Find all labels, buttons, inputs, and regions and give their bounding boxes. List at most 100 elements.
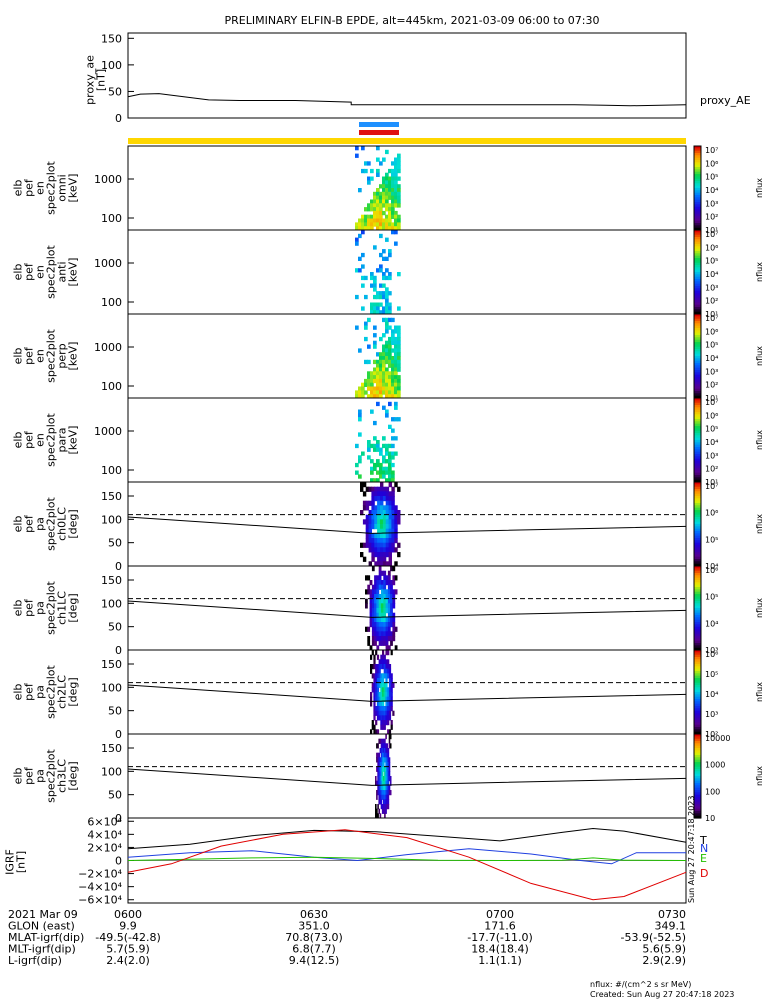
pitch-cell (384, 766, 386, 772)
pitch-cell (380, 505, 384, 511)
pitch-ytick-label: 50 (108, 621, 122, 634)
pitch-cell (380, 804, 383, 810)
colorbar-segment (694, 300, 701, 303)
colorbar-tick-label: 10⁴ (705, 619, 718, 628)
spectrogram-cell (391, 317, 395, 323)
pitch-cell (376, 752, 378, 758)
energy-panel-frame (127, 397, 687, 483)
spectrogram-cell (394, 390, 398, 395)
pitch-cell (381, 771, 384, 777)
colorbar-segment (694, 430, 701, 434)
pitch-ytick-label: 0 (115, 812, 122, 825)
spectrogram-cell (394, 230, 398, 235)
spectrogram-cell (382, 272, 386, 277)
spectrogram-cell (376, 203, 380, 208)
pitch-cell (380, 710, 383, 716)
colorbar-tick-label: 10¹ (705, 478, 718, 487)
spectrogram-cell (391, 417, 395, 422)
spectrogram-cell (391, 478, 395, 483)
colorbar-segment (694, 353, 701, 357)
pitch-cell (376, 608, 380, 614)
colorbar-segment (694, 624, 701, 628)
pitch-cell (377, 514, 381, 520)
spectrogram-cell (388, 180, 392, 185)
colorbar-segment (694, 778, 701, 782)
spectrogram-cell (385, 413, 389, 418)
pitch-cell (374, 524, 378, 530)
colorbar-segment (694, 316, 701, 320)
pitch-cell (385, 528, 390, 534)
spectrogram-cell (391, 428, 395, 433)
spectrogram-cell (376, 386, 380, 391)
pitch-panel-ylabel-2: elbpefpaspec2plotch2LC[deg] (12, 665, 80, 719)
ylabel-line: pa (34, 769, 47, 783)
pitch-ytick-label: 0 (115, 644, 122, 657)
colorbar-segment (694, 582, 701, 586)
pitch-cell (385, 757, 387, 763)
pitch-cell (384, 804, 386, 810)
pitch-cell (373, 678, 376, 684)
spectrogram-cell (388, 249, 392, 254)
spectrogram-cell (370, 375, 374, 380)
igrf-legend-n: N (700, 842, 708, 855)
pitch-cell (381, 608, 384, 614)
spectrogram-cell (394, 222, 398, 227)
pitch-cell (390, 580, 393, 586)
spectrogram-cell (385, 176, 389, 181)
spectrogram-cell (382, 359, 386, 365)
colorbar-segment (694, 797, 701, 800)
spectrogram-cell (382, 352, 386, 357)
pitch-cell (367, 636, 371, 642)
pitch-cell (373, 710, 376, 716)
spectrogram-cell (373, 443, 377, 449)
spectrogram-cell (379, 210, 383, 216)
spectrogram-cell (379, 378, 383, 384)
pitch-cell (385, 664, 388, 670)
spectrogram-cell (376, 191, 380, 197)
pitch-cell (371, 514, 375, 520)
pitch-cell (375, 804, 377, 810)
pitch-cell (385, 696, 388, 702)
spectrogram-cell (391, 203, 395, 208)
pitch-cell (371, 491, 375, 497)
pitch-cell (375, 668, 378, 674)
pitch-cell (362, 542, 367, 548)
colorbar-segment (694, 379, 701, 383)
pitch-cell (385, 622, 389, 628)
spectrogram-cell (379, 363, 383, 368)
pitch-cell (385, 594, 389, 600)
spectrogram-cell (382, 356, 386, 361)
pitch-cell (387, 720, 390, 726)
spectrogram-cell (364, 218, 368, 223)
spectrogram-cell (385, 149, 389, 155)
colorbar-segment (694, 680, 701, 684)
colorbar-segment (694, 731, 701, 735)
spectrogram-cell (388, 340, 392, 345)
spectrogram-cell (388, 184, 392, 189)
spectrogram-cell (373, 436, 377, 441)
pitch-cell (382, 524, 387, 530)
pitch-cell (391, 500, 395, 506)
colorbar-segment (694, 703, 701, 707)
spectrogram-cell (391, 168, 395, 174)
pitch-cell (380, 496, 384, 502)
spectrogram-cell (385, 256, 389, 261)
spectrogram-cell (391, 214, 395, 219)
spectrogram-cell (379, 226, 383, 231)
colorbar-segment (694, 169, 701, 173)
spectrogram-cell (358, 226, 362, 231)
energy-panel-3: 1000100elbpefenspec2plotpara[keV]10⁷10⁶1… (12, 397, 764, 487)
spectrogram-cell (376, 207, 380, 212)
spectrogram-cell (385, 367, 389, 372)
spectrogram-cell (355, 153, 359, 158)
colorbar-segment (694, 764, 701, 768)
colorbar-segment (694, 626, 701, 630)
colorbar-segment (694, 811, 701, 814)
colorbar-segment (694, 489, 701, 492)
plot-title: PRELIMINARY ELFIN-B EPDE, alt=445km, 202… (225, 14, 600, 27)
spectrogram-cell (379, 394, 383, 399)
ylabel-line: [keV] (67, 174, 80, 203)
spectrogram-cell (385, 203, 389, 208)
pitch-cell (385, 496, 390, 502)
